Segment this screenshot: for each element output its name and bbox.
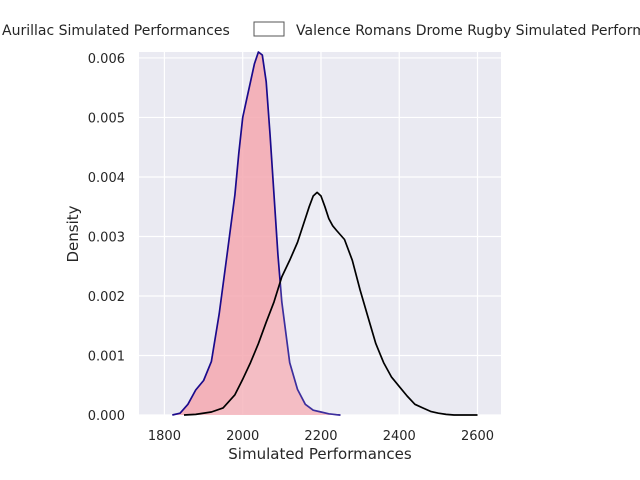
x-axis-label: Simulated Performances — [228, 445, 412, 463]
series-1-area — [184, 192, 478, 415]
series-1-line — [183, 191, 478, 416]
legend: Aurillac Simulated Performances Valence … — [2, 21, 640, 39]
x-tick-label: 2200 — [304, 429, 337, 444]
x-axis-ticks: 1800 2000 2200 2400 2600 — [148, 429, 494, 444]
y-axis-ticks: 0.000 0.001 0.002 0.003 0.004 0.005 0.006 — [88, 52, 125, 424]
x-tick-label: 2600 — [461, 429, 494, 444]
x-tick-label: 2400 — [383, 429, 416, 444]
plot-series — [172, 51, 478, 416]
y-tick-label: 0.002 — [88, 290, 125, 305]
y-tick-label: 0.005 — [88, 111, 125, 126]
legend-label-aurillac: Aurillac Simulated Performances — [2, 23, 230, 39]
y-tick-label: 0.006 — [88, 52, 125, 67]
y-tick-label: 0.000 — [88, 409, 125, 424]
y-tick-label: 0.003 — [88, 230, 125, 245]
x-tick-label: 1800 — [148, 429, 181, 444]
y-axis-label: Density — [64, 205, 82, 262]
x-tick-label: 2000 — [226, 429, 259, 444]
y-tick-label: 0.001 — [88, 349, 125, 364]
plot-background — [139, 52, 501, 415]
series-0-area — [172, 52, 341, 415]
legend-label-valence: Valence Romans Drome Rugby Simulated Per… — [296, 23, 640, 39]
y-tick-label: 0.004 — [88, 171, 125, 186]
legend-swatch-valence — [253, 21, 285, 37]
series-0-line — [172, 51, 341, 416]
